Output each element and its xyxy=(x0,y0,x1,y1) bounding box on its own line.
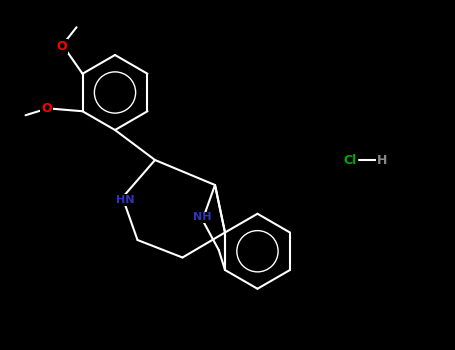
Text: H: H xyxy=(377,154,388,167)
Text: O: O xyxy=(41,102,52,115)
Text: Cl: Cl xyxy=(344,154,357,167)
Text: NH: NH xyxy=(193,212,212,223)
Text: O: O xyxy=(56,40,67,53)
Text: HN: HN xyxy=(116,195,134,205)
